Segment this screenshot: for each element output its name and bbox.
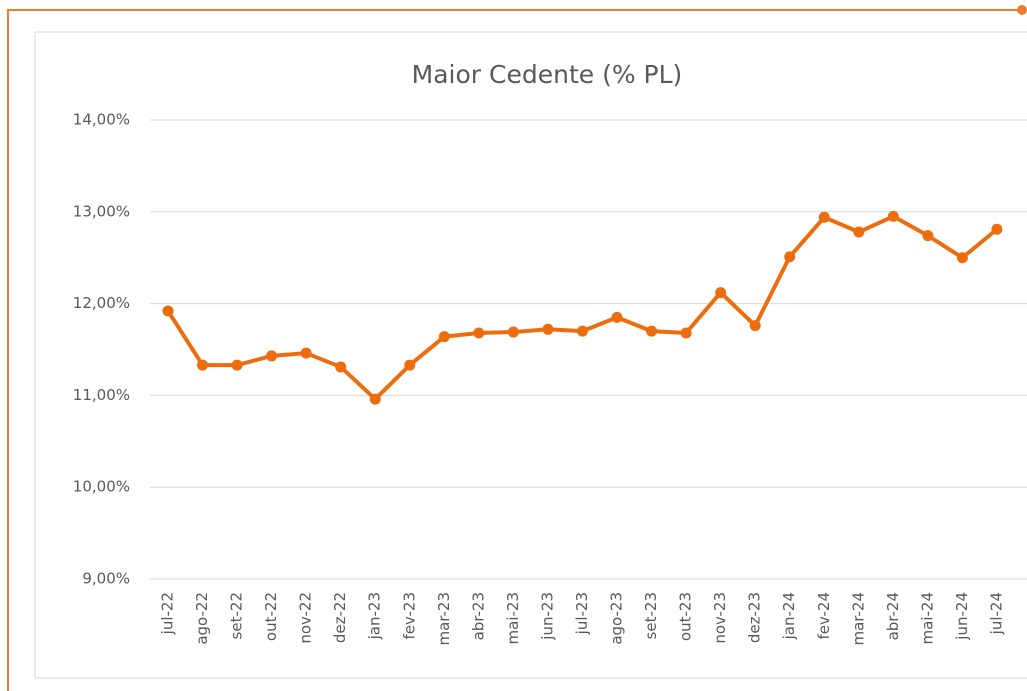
point xyxy=(646,325,658,337)
x-tick-label: set-22 xyxy=(228,592,246,639)
y-tick-label: 14,00% xyxy=(73,111,130,129)
point xyxy=(335,361,347,373)
x-tick-label: jan-24 xyxy=(780,592,798,640)
x-tick-label: mai-24 xyxy=(918,592,936,644)
chart-title: Maior Cedente (% PL) xyxy=(412,60,683,89)
point xyxy=(542,323,554,335)
y-tick-label: 9,00% xyxy=(82,570,130,588)
x-tick-label: dez-22 xyxy=(331,592,349,643)
x-tick-label: set-23 xyxy=(642,592,660,639)
x-tick-label: mar-23 xyxy=(435,592,453,646)
point xyxy=(956,252,968,264)
x-tick-label: mar-24 xyxy=(849,592,867,646)
x-tick-label: jul-22 xyxy=(159,592,177,635)
point xyxy=(231,359,243,371)
point xyxy=(611,311,623,323)
y-tick-label: 12,00% xyxy=(73,294,130,312)
point xyxy=(922,230,934,242)
point xyxy=(266,350,278,362)
point xyxy=(162,305,174,317)
x-tick-label: out-23 xyxy=(677,592,695,641)
y-tick-label: 10,00% xyxy=(73,478,130,496)
x-tick-label: abr-23 xyxy=(469,592,487,640)
x-tick-label: fev-24 xyxy=(815,592,833,639)
x-tick-label: mai-23 xyxy=(504,592,522,644)
point xyxy=(991,223,1003,235)
frame-handle xyxy=(1017,5,1027,15)
x-tick-label: nov-22 xyxy=(297,592,315,644)
point xyxy=(749,320,761,332)
x-tick-label: out-22 xyxy=(262,592,280,641)
x-tick-label: jul-23 xyxy=(573,592,591,635)
x-tick-label: jun-24 xyxy=(953,592,971,641)
x-tick-label: abr-24 xyxy=(884,592,902,640)
x-tick-label: ago-23 xyxy=(608,592,626,645)
point xyxy=(369,393,381,405)
point xyxy=(507,326,519,338)
x-tick-label: jan-23 xyxy=(366,592,384,640)
point xyxy=(784,251,796,263)
point xyxy=(715,287,727,299)
point xyxy=(404,359,416,371)
x-tick-label: dez-23 xyxy=(746,592,764,643)
x-tick-label: fev-23 xyxy=(400,592,418,639)
point xyxy=(576,325,588,337)
point xyxy=(887,210,899,222)
point xyxy=(853,226,865,238)
point xyxy=(197,359,209,371)
point xyxy=(680,327,692,339)
x-tick-label: nov-23 xyxy=(711,592,729,644)
point xyxy=(438,331,450,343)
chart-area xyxy=(34,31,1027,679)
x-tick-label: jul-24 xyxy=(987,592,1005,635)
x-tick-label: jun-23 xyxy=(538,592,556,641)
y-tick-label: 13,00% xyxy=(73,202,130,220)
y-tick-label: 11,00% xyxy=(73,386,130,404)
x-tick-label: ago-22 xyxy=(193,592,211,645)
point xyxy=(300,347,312,359)
point xyxy=(473,327,485,339)
point xyxy=(818,211,830,223)
